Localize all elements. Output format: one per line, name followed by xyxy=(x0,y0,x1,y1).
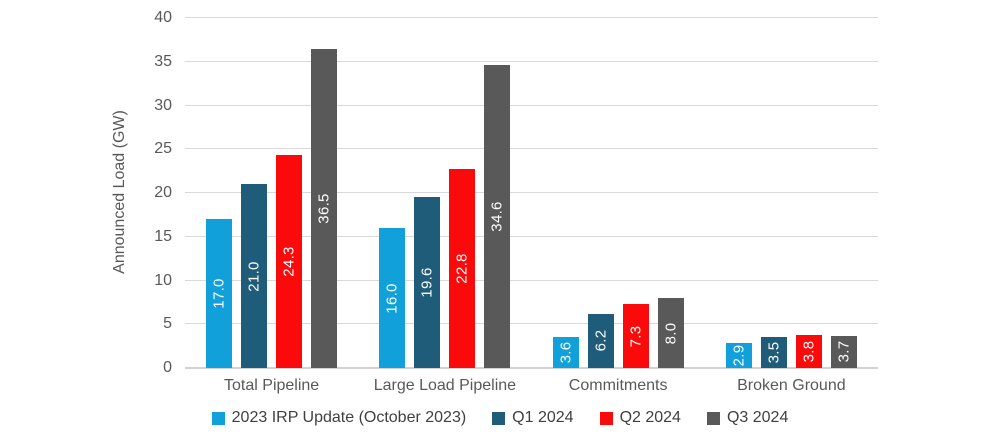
bar: 34.6 xyxy=(484,65,511,368)
legend: 2023 IRP Update (October 2023) Q1 2024 Q2 … xyxy=(0,409,1000,427)
legend-label: 2023 IRP Update (October 2023) xyxy=(231,409,467,426)
bar-value-label: 8.0 xyxy=(662,322,680,344)
legend-item: 2023 IRP Update (October 2023) xyxy=(211,409,467,427)
legend-marker-icon xyxy=(706,411,720,425)
grid-line xyxy=(185,148,878,150)
bar-group: 17.0 21.0 24.3 36.5 xyxy=(206,48,338,368)
bar-value-label: 3.7 xyxy=(835,340,853,363)
legend-marker-icon xyxy=(211,411,225,425)
bar: 3.8 xyxy=(795,334,822,368)
bar-value-label: 36.5 xyxy=(315,193,333,224)
grid-line xyxy=(185,104,878,106)
y-axis-tick-label: 40 xyxy=(154,9,172,26)
bar-value-label: 2.9 xyxy=(730,344,748,367)
bar-value-label: 21.0 xyxy=(245,260,263,292)
grid-line xyxy=(185,60,878,62)
y-axis-tick-label: 30 xyxy=(154,96,172,114)
x-axis-category-label: Broken Ground xyxy=(737,377,846,394)
legend-marker-icon xyxy=(492,411,506,425)
grid-line xyxy=(185,323,878,325)
legend-item: Q3 2024 xyxy=(706,409,789,427)
bar-value-label: 22.8 xyxy=(453,253,471,284)
bar: 19.6 xyxy=(414,196,441,368)
bar-value-label: 16.0 xyxy=(383,282,401,314)
bar: 2.9 xyxy=(725,342,752,368)
grid-line xyxy=(185,279,878,281)
y-axis-tick-label: 35 xyxy=(154,52,172,70)
bar-value-label: 24.3 xyxy=(280,246,298,277)
bar-group: 2.9 3.5 3.8 3.7 xyxy=(725,334,857,368)
bar-value-label: 6.2 xyxy=(592,329,610,352)
y-axis-tick-label: 0 xyxy=(163,359,172,376)
bar: 3.7 xyxy=(830,335,857,368)
bar: 3.5 xyxy=(760,337,787,368)
x-axis-category-label: Commitments xyxy=(568,377,668,394)
bar: 3.6 xyxy=(552,336,579,368)
bar-value-label: 7.3 xyxy=(627,325,645,347)
bar-group: 16.0 19.6 22.8 34.6 xyxy=(379,65,511,368)
bar-value-label: 34.6 xyxy=(488,201,506,232)
y-axis-tick-label: 5 xyxy=(163,315,172,333)
bar: 6.2 xyxy=(587,313,614,368)
grid-line xyxy=(185,192,878,193)
x-axis-baseline xyxy=(185,367,878,369)
legend-label: Q2 2024 xyxy=(619,409,681,426)
legend-item: Q1 2024 xyxy=(492,409,574,427)
bar: 8.0 xyxy=(657,298,684,368)
bar: 21.0 xyxy=(241,184,268,368)
bar-value-label: 3.6 xyxy=(557,341,575,364)
legend-label: Q3 2024 xyxy=(726,409,789,426)
legend-marker-icon xyxy=(599,411,613,425)
y-axis-tick-label: 25 xyxy=(154,140,172,158)
bar: 22.8 xyxy=(449,168,476,368)
x-axis-category-label: Large Load Pipeline xyxy=(373,377,517,394)
bar-value-label: 17.0 xyxy=(210,278,228,309)
bar: 24.3 xyxy=(276,155,303,368)
bar-value-label: 3.8 xyxy=(800,340,818,363)
plot-area: 17.0 21.0 24.3 36.5 16.0 19.6 22.8 34.6 3.6 6.2 7.… xyxy=(185,17,878,369)
bar: 17.0 xyxy=(206,219,233,368)
grid-line xyxy=(185,17,878,18)
x-axis-category-label: Total Pipeline xyxy=(224,377,320,394)
y-axis-tick-label: 20 xyxy=(154,184,172,201)
legend-label: Q1 2024 xyxy=(512,409,574,426)
bar-value-label: 19.6 xyxy=(418,267,436,298)
bar: 16.0 xyxy=(379,228,406,368)
y-axis-tick-label: 10 xyxy=(154,271,172,289)
y-axis-tick-label: 15 xyxy=(154,227,172,245)
bar: 36.5 xyxy=(311,48,338,368)
bar: 7.3 xyxy=(622,304,649,368)
bar-group: 3.6 6.2 7.3 8.0 xyxy=(552,298,684,368)
grid-line xyxy=(185,235,878,237)
bar-value-label: 3.5 xyxy=(765,341,783,364)
legend-item: Q2 2024 xyxy=(599,409,681,427)
